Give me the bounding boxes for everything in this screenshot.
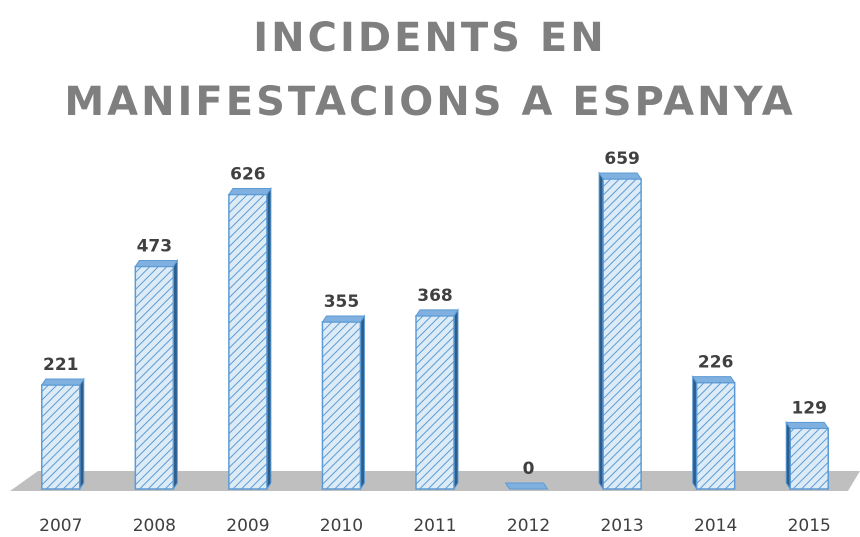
x-tick-label: 2008 — [133, 516, 176, 536]
bar-top — [227, 188, 272, 196]
bar — [415, 308, 459, 491]
x-tick-label: 2015 — [788, 516, 831, 536]
x-tick-label: 2011 — [413, 516, 456, 536]
chart-title: INCIDENTS EN MANIFESTACIONS A ESPANYA — [64, 15, 796, 125]
bar — [691, 375, 736, 491]
data-label: 368 — [417, 286, 453, 306]
bar-top — [415, 309, 459, 317]
bar-front — [695, 381, 736, 490]
bar — [134, 258, 179, 491]
bar — [785, 420, 830, 491]
x-tick-label: 2009 — [226, 516, 269, 536]
bar-front — [321, 321, 362, 490]
bar-front — [415, 315, 455, 490]
bar-top — [134, 259, 179, 267]
bar-top — [321, 315, 366, 323]
x-tick-label: 2007 — [39, 516, 82, 536]
bar-top — [40, 378, 85, 386]
bar — [598, 171, 643, 491]
data-label: 221 — [43, 355, 79, 375]
bar — [227, 186, 272, 491]
bar — [40, 377, 85, 491]
x-tick-label: 2014 — [694, 516, 737, 536]
data-label: 626 — [230, 165, 266, 185]
data-label: 129 — [791, 398, 827, 418]
bar-top — [598, 172, 643, 180]
bar-front — [41, 384, 81, 490]
bar-top — [504, 482, 549, 490]
bar-front — [134, 265, 175, 490]
bar — [321, 314, 366, 491]
data-label: 659 — [604, 149, 640, 169]
bar-front — [602, 178, 642, 490]
data-label: 355 — [324, 292, 360, 312]
data-label: 226 — [698, 353, 734, 373]
bar-top — [785, 421, 830, 429]
x-tick-label: 2013 — [600, 516, 643, 536]
bar — [504, 482, 549, 490]
data-label: 0 — [523, 459, 535, 479]
x-tick-label: 2010 — [320, 516, 363, 536]
x-tick-label: 2012 — [507, 516, 550, 536]
bar-front — [228, 193, 268, 490]
bar-front — [789, 427, 829, 490]
bar-top — [691, 376, 736, 384]
data-label: 473 — [137, 236, 173, 256]
